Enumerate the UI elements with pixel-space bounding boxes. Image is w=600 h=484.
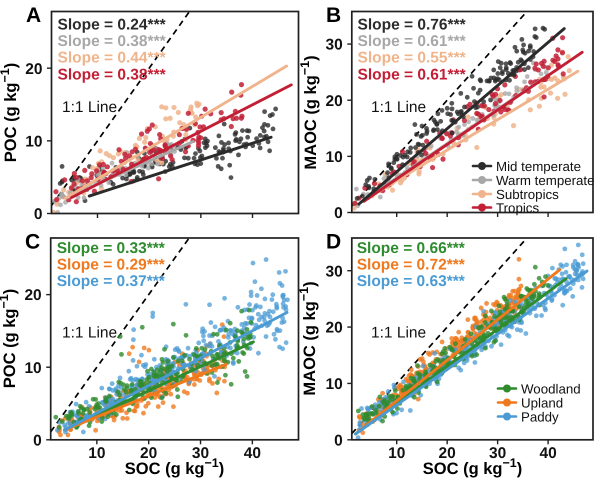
svg-text:C: C — [25, 231, 40, 254]
svg-text:B: B — [326, 4, 341, 27]
svg-text:1:1 Line: 1:1 Line — [371, 99, 426, 116]
svg-text:40: 40 — [244, 445, 261, 462]
svg-text:Warm temperate: Warm temperate — [496, 173, 595, 188]
svg-text:30: 30 — [326, 263, 343, 280]
svg-text:40: 40 — [539, 445, 556, 462]
svg-text:10: 10 — [88, 445, 105, 462]
svg-text:0: 0 — [334, 205, 343, 222]
svg-text:1:1 Line: 1:1 Line — [62, 325, 117, 342]
svg-text:Woodland: Woodland — [521, 381, 581, 396]
svg-text:Slope = 0.37***: Slope = 0.37*** — [57, 273, 166, 290]
svg-text:10: 10 — [25, 133, 42, 150]
svg-text:Upland: Upland — [521, 395, 563, 410]
svg-text:Slope = 0.44***: Slope = 0.44*** — [58, 50, 167, 67]
svg-text:20: 20 — [326, 320, 343, 337]
svg-text:20: 20 — [24, 287, 41, 304]
svg-text:1:1 Line: 1:1 Line — [62, 99, 117, 116]
svg-text:Slope = 0.33***: Slope = 0.33*** — [57, 240, 166, 257]
svg-text:Slope = 0.55***: Slope = 0.55*** — [358, 50, 467, 67]
svg-text:Slope = 0.61***: Slope = 0.61*** — [358, 66, 467, 83]
svg-text:Slope = 0.76***: Slope = 0.76*** — [358, 17, 467, 34]
svg-text:0: 0 — [34, 206, 43, 223]
svg-text:Slope = 0.29***: Slope = 0.29*** — [57, 257, 166, 274]
svg-text:30: 30 — [326, 37, 343, 54]
svg-text:Paddy: Paddy — [521, 409, 559, 424]
svg-text:20: 20 — [326, 93, 343, 110]
svg-text:0: 0 — [334, 432, 343, 449]
svg-text:Mid temperate: Mid temperate — [496, 159, 581, 174]
svg-text:0: 0 — [33, 432, 42, 449]
svg-text:Slope = 0.66***: Slope = 0.66*** — [357, 240, 466, 257]
svg-text:Tropics: Tropics — [496, 200, 539, 215]
svg-text:D: D — [326, 231, 341, 254]
svg-text:Slope = 0.38***: Slope = 0.38*** — [58, 33, 167, 50]
svg-text:20: 20 — [25, 61, 42, 78]
svg-text:10: 10 — [388, 445, 405, 462]
svg-text:Slope = 0.72***: Slope = 0.72*** — [357, 257, 466, 274]
svg-text:Slope = 0.61***: Slope = 0.61*** — [358, 33, 467, 50]
svg-text:10: 10 — [326, 149, 343, 166]
svg-text:Slope = 0.24***: Slope = 0.24*** — [58, 17, 167, 34]
svg-text:Slope = 0.63***: Slope = 0.63*** — [357, 273, 466, 290]
svg-text:A: A — [26, 4, 41, 27]
svg-text:1:1 Line: 1:1 Line — [371, 325, 426, 342]
svg-text:Slope = 0.38***: Slope = 0.38*** — [58, 66, 167, 83]
svg-text:10: 10 — [326, 376, 343, 393]
svg-text:10: 10 — [24, 360, 41, 377]
